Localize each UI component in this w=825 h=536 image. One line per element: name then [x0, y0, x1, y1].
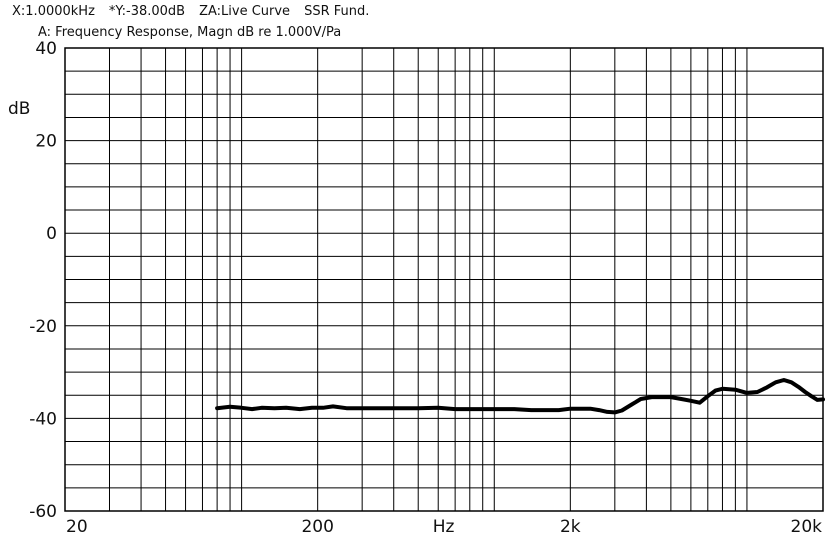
x-tick-label: 20: [66, 517, 88, 536]
plot-frame: [64, 47, 824, 512]
status-mode: SSR Fund.: [304, 4, 370, 19]
y-tick-label: -40: [29, 409, 57, 429]
grid-layer: [65, 47, 823, 512]
status-x-readout: X:1.0000kHz: [12, 4, 95, 19]
y-tick-label: 40: [35, 39, 57, 59]
status-y-readout: *Y:-38.00dB: [108, 4, 186, 19]
x-tick-label: 200: [301, 517, 333, 536]
x-axis-label: Hz: [433, 517, 455, 536]
y-axis-label: dB: [8, 99, 30, 119]
status-za-readout: ZA:Live Curve: [199, 4, 291, 19]
status-line: X:1.0000kHz *Y:-38.00dB ZA:Live Curve SSR F…: [12, 4, 383, 19]
x-tick-label: 2k: [560, 517, 581, 536]
y-tick-label: 0: [46, 224, 57, 244]
y-tick-label: -20: [29, 317, 57, 337]
chart-subtitle: A: Frequency Response, Magn dB re 1.000V…: [38, 25, 342, 40]
y-tick-label: -60: [29, 502, 57, 522]
y-tick-label: 20: [35, 132, 57, 152]
response-curve: [215, 378, 825, 415]
x-tick-label: 20k: [791, 517, 823, 536]
curve-layer: [215, 378, 825, 415]
